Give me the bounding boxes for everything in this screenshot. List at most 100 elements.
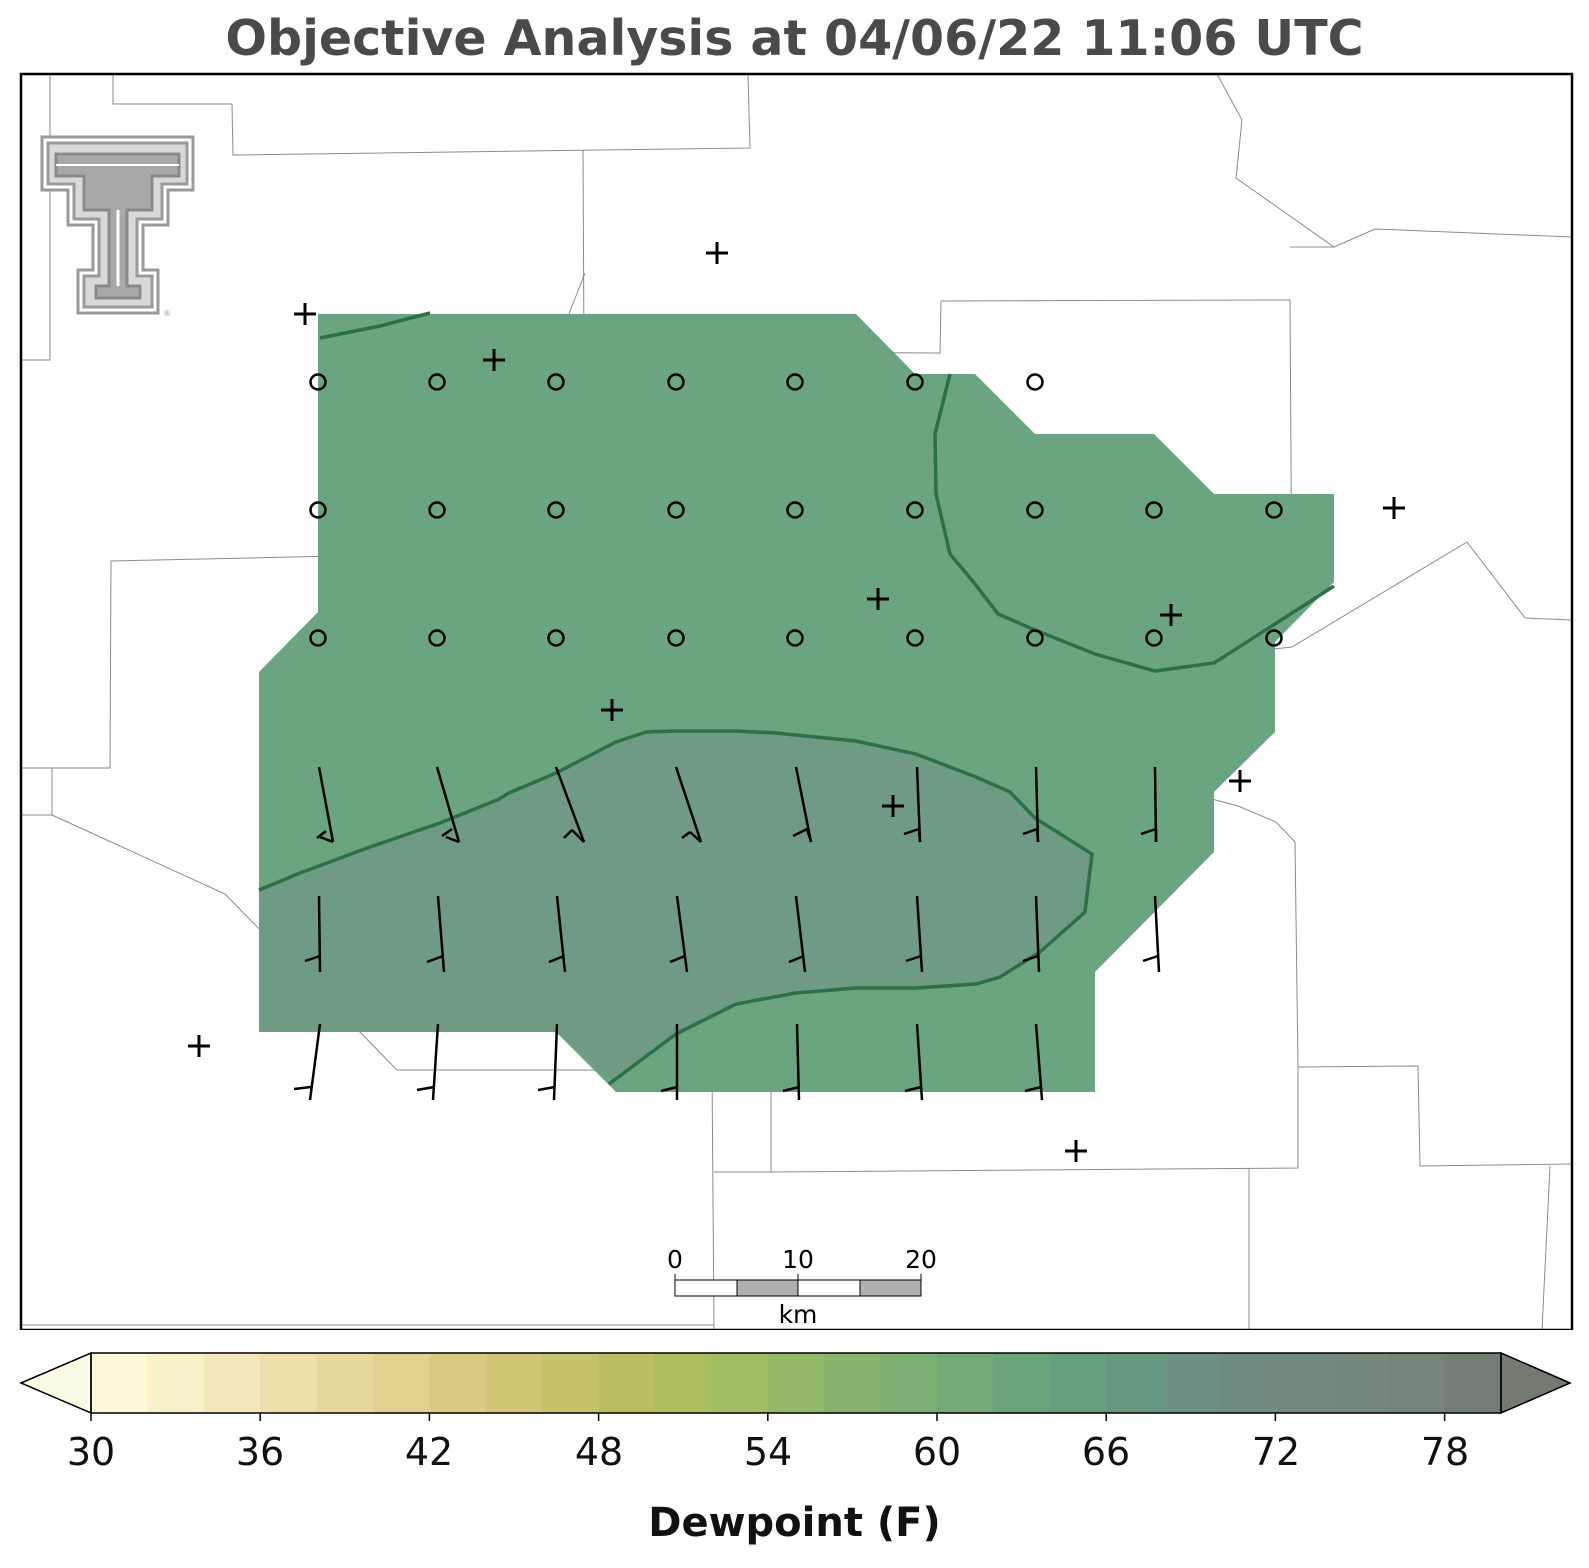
wind-barb — [548, 895, 567, 973]
colorbar-bin — [429, 1353, 487, 1413]
calm-wind-marker — [309, 373, 327, 391]
colorbar-max-extend — [1500, 1351, 1572, 1415]
colorbar-bin — [993, 1353, 1051, 1413]
dewpoint-contours — [258, 311, 1335, 1086]
calm-wind-marker — [1145, 629, 1163, 647]
colorbar-bin — [655, 1353, 712, 1413]
colorbar-bin — [767, 1353, 825, 1413]
station-marker — [188, 1035, 210, 1057]
colorbar-tickmarks — [90, 1413, 1446, 1421]
calm-wind-marker — [906, 629, 924, 647]
wind-barb — [674, 766, 703, 843]
wind-barb — [316, 766, 335, 844]
dewpoint-inner-region — [259, 731, 1092, 1082]
calm-wind-marker — [428, 501, 446, 519]
wind-barb — [660, 1024, 679, 1100]
station-marker — [294, 303, 316, 325]
scale-label-10: 10 — [782, 1245, 814, 1274]
calm-wind-marker — [667, 501, 685, 519]
colorbar-bin — [1049, 1353, 1107, 1413]
wind-barb — [788, 895, 807, 973]
wind-barb — [782, 1023, 801, 1101]
colorbar-bin — [598, 1353, 656, 1413]
colorbar-tick-label: 42 — [404, 1430, 454, 1474]
colorbar-tick-label: 36 — [235, 1430, 285, 1474]
svg-text:®: ® — [163, 309, 171, 318]
wind-barb — [426, 895, 446, 973]
station-marker — [882, 795, 904, 817]
calm-wind-marker — [428, 373, 446, 391]
wind-barb — [1024, 1023, 1044, 1101]
calm-wind-marker — [906, 501, 924, 519]
colorbar-bin — [1331, 1353, 1389, 1413]
wind-barb — [1022, 766, 1040, 843]
colorbar-outline — [90, 1352, 1502, 1414]
station-marker — [1160, 604, 1182, 626]
wind-barb — [1142, 895, 1161, 973]
calm-wind-marker — [1265, 629, 1283, 647]
colorbar-tick-label: 72 — [1251, 1430, 1301, 1474]
calm-wind-marker — [906, 373, 924, 391]
colorbar-bin — [542, 1353, 600, 1413]
wind-barb — [416, 1023, 440, 1101]
colorbar-label: Dewpoint (F) — [648, 1500, 941, 1546]
wind-barb — [293, 1023, 322, 1101]
colorbar-bin — [1275, 1353, 1333, 1413]
wind-barb — [554, 766, 586, 843]
map-frame — [19, 72, 1574, 1330]
calm-wind-marker — [1145, 501, 1163, 519]
colorbar-tick-label: 54 — [743, 1430, 793, 1474]
calm-wind-marker — [547, 629, 565, 647]
colorbar-bin — [711, 1353, 769, 1413]
calm-wind-marker — [309, 629, 327, 647]
wind-barb — [903, 766, 922, 843]
wind-barb — [304, 895, 322, 973]
calm-wind-marker — [547, 373, 565, 391]
colorbar-bin — [147, 1353, 205, 1413]
colorbar-bin — [373, 1353, 430, 1413]
wind-barbs — [293, 766, 1161, 1101]
wind-barb — [792, 766, 813, 843]
wind-barb — [905, 895, 924, 973]
station-marker — [1383, 497, 1405, 519]
station-marker — [706, 242, 728, 264]
calm-wind-marker — [1026, 629, 1044, 647]
wind-barb — [1140, 766, 1158, 843]
calm-wind-markers — [309, 373, 1283, 647]
station-markers — [188, 242, 1405, 1162]
calm-wind-marker — [786, 373, 804, 391]
station-marker — [1065, 1140, 1087, 1162]
wind-barb — [904, 1023, 924, 1101]
calm-wind-marker — [1026, 501, 1044, 519]
station-marker — [601, 699, 623, 721]
calm-wind-marker — [667, 373, 685, 391]
colorbar-bin — [1388, 1353, 1446, 1413]
colorbar-bin — [316, 1353, 374, 1413]
colorbar-bin — [937, 1353, 994, 1413]
calm-wind-marker — [1026, 373, 1044, 391]
colorbar-bin — [260, 1353, 318, 1413]
scale-bar: 0 10 20 km — [667, 1245, 937, 1329]
calm-wind-marker — [667, 629, 685, 647]
scale-label-0: 0 — [667, 1245, 683, 1274]
wind-barb — [1022, 895, 1041, 973]
colorbar-bin — [880, 1353, 938, 1413]
calm-wind-marker — [1265, 501, 1283, 519]
objective-analysis-map: ® 0 10 20 km — [19, 72, 1574, 1330]
colorbar-bin — [824, 1353, 882, 1413]
station-marker — [867, 588, 889, 610]
colorbar-tick-label: 60 — [912, 1430, 962, 1474]
wind-barb — [435, 766, 461, 844]
colorbar-tick-label: 78 — [1420, 1430, 1470, 1474]
colorbar-bin — [203, 1353, 261, 1413]
calm-wind-marker — [786, 501, 804, 519]
station-marker — [483, 349, 505, 371]
station-marker — [1229, 770, 1251, 792]
colorbar-tick-label: 30 — [66, 1430, 116, 1474]
colorbar-bin — [1219, 1353, 1276, 1413]
wind-barb — [669, 895, 689, 973]
map-title: Objective Analysis at 04/06/22 11:06 UTC — [225, 10, 1364, 67]
colorbar-bin — [1106, 1353, 1164, 1413]
colorbar-bin — [91, 1353, 148, 1413]
colorbar-tick-label: 66 — [1081, 1430, 1131, 1474]
